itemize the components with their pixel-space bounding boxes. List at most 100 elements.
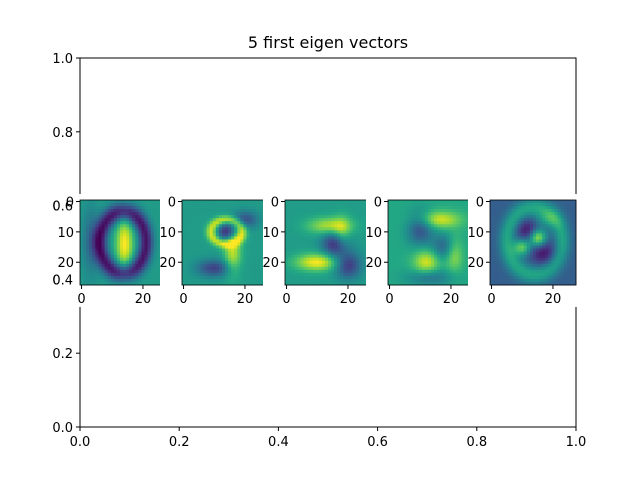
heatmap-cell bbox=[203, 260, 207, 265]
heatmap-cell bbox=[440, 224, 444, 228]
heatmap-cell bbox=[209, 251, 214, 256]
heatmap-cell bbox=[138, 251, 142, 256]
heatmap-cell bbox=[294, 239, 298, 243]
heatmap-cell bbox=[449, 260, 453, 265]
heatmap-cell bbox=[569, 257, 574, 262]
heatmap-cell bbox=[303, 233, 307, 237]
heatmap-cell bbox=[182, 200, 186, 204]
heatmap-cell bbox=[141, 269, 145, 274]
heatmap-cell bbox=[388, 251, 392, 256]
heatmap-cell bbox=[557, 242, 562, 246]
heatmap-cell bbox=[209, 275, 214, 280]
heatmap-cell bbox=[240, 278, 244, 283]
heatmap-cell bbox=[388, 254, 392, 259]
heatmap-cell bbox=[92, 227, 96, 231]
heatmap-cell bbox=[440, 236, 444, 240]
heatmap-cell bbox=[443, 203, 447, 207]
heatmap-cell bbox=[228, 230, 232, 234]
heatmap-cell bbox=[98, 269, 102, 274]
heatmap-cell bbox=[89, 269, 93, 274]
heatmap-cell bbox=[403, 239, 407, 243]
heatmap-cell bbox=[505, 203, 509, 207]
heatmap-cell bbox=[258, 233, 263, 237]
heatmap-cell bbox=[86, 254, 90, 259]
heatmap-cell bbox=[141, 224, 145, 228]
heatmap-cell bbox=[446, 278, 450, 283]
heatmap-cell bbox=[358, 206, 363, 210]
heatmap-cell bbox=[520, 239, 525, 243]
heatmap-cell bbox=[355, 200, 360, 204]
heatmap-cell bbox=[243, 221, 247, 225]
heatmap-cell bbox=[243, 203, 247, 207]
heatmap-cell bbox=[119, 218, 124, 222]
heatmap-cell bbox=[539, 221, 543, 225]
heatmap-cell bbox=[346, 224, 350, 228]
heatmap-cell bbox=[569, 260, 574, 265]
heatmap-cell bbox=[563, 224, 568, 228]
heatmap-cell bbox=[194, 278, 198, 283]
heatmap-cell bbox=[572, 212, 577, 216]
heatmap-cell bbox=[452, 233, 456, 237]
heatmap-cell bbox=[340, 245, 344, 249]
heatmap-cell bbox=[406, 200, 410, 204]
heatmap-cell bbox=[113, 233, 118, 237]
heatmap-cell bbox=[98, 248, 102, 253]
heatmap-cell bbox=[209, 266, 214, 271]
heatmap-cell bbox=[126, 200, 130, 204]
heatmap-cell bbox=[258, 236, 263, 240]
heatmap-cell bbox=[246, 212, 250, 216]
heatmap-cell bbox=[505, 236, 509, 240]
heatmap-cell bbox=[303, 230, 307, 234]
heatmap-cell bbox=[123, 206, 127, 210]
heatmap-cell bbox=[406, 245, 410, 249]
heatmap-cell bbox=[391, 278, 395, 283]
heatmap-cell bbox=[156, 257, 161, 262]
heatmap-cell bbox=[452, 224, 456, 228]
heatmap-cell bbox=[221, 278, 226, 283]
heatmap-cell bbox=[315, 203, 320, 207]
heatmap-cell bbox=[98, 233, 102, 237]
heatmap-cell bbox=[86, 242, 90, 246]
heatmap-cell bbox=[493, 269, 497, 274]
heatmap-cell bbox=[505, 218, 509, 222]
heatmap-cell bbox=[514, 218, 519, 222]
heatmap-cell bbox=[511, 266, 515, 271]
heatmap-cell bbox=[138, 236, 142, 240]
heatmap-cell bbox=[406, 209, 410, 213]
heatmap-cell bbox=[123, 227, 127, 231]
heatmap-cell bbox=[194, 236, 198, 240]
heatmap-cell bbox=[188, 212, 192, 216]
heatmap-cell bbox=[156, 272, 161, 277]
heatmap-cell bbox=[255, 266, 260, 271]
heatmap-cell bbox=[243, 230, 247, 234]
heatmap-cell bbox=[418, 221, 423, 225]
heatmap-cell bbox=[569, 254, 574, 259]
heatmap-cell bbox=[200, 257, 204, 262]
heatmap-cell bbox=[502, 263, 506, 268]
heatmap-cell bbox=[153, 245, 158, 249]
heatmap-cell bbox=[303, 224, 307, 228]
heatmap-cell bbox=[539, 248, 543, 253]
heatmap-cell bbox=[545, 263, 549, 268]
heatmap-cell bbox=[252, 212, 257, 216]
heatmap-cell bbox=[80, 272, 84, 277]
heatmap-cell bbox=[358, 278, 363, 283]
heatmap-cell bbox=[458, 224, 463, 228]
y-tick-label: 0.8 bbox=[52, 126, 73, 141]
heatmap-cell bbox=[156, 227, 161, 231]
heatmap-cell bbox=[415, 227, 420, 231]
heatmap-cell bbox=[126, 275, 130, 280]
heatmap-cell bbox=[228, 212, 232, 216]
heatmap-cell bbox=[116, 209, 121, 213]
heatmap-cell bbox=[144, 236, 148, 240]
heatmap-cell bbox=[156, 275, 161, 280]
heatmap-cell bbox=[129, 245, 133, 249]
heatmap-cell bbox=[446, 209, 450, 213]
heatmap-cell bbox=[92, 248, 96, 253]
heatmap-cell bbox=[560, 260, 565, 265]
heatmap-cell bbox=[225, 254, 229, 259]
heatmap-cell bbox=[291, 251, 295, 256]
heatmap-cell bbox=[424, 209, 429, 213]
